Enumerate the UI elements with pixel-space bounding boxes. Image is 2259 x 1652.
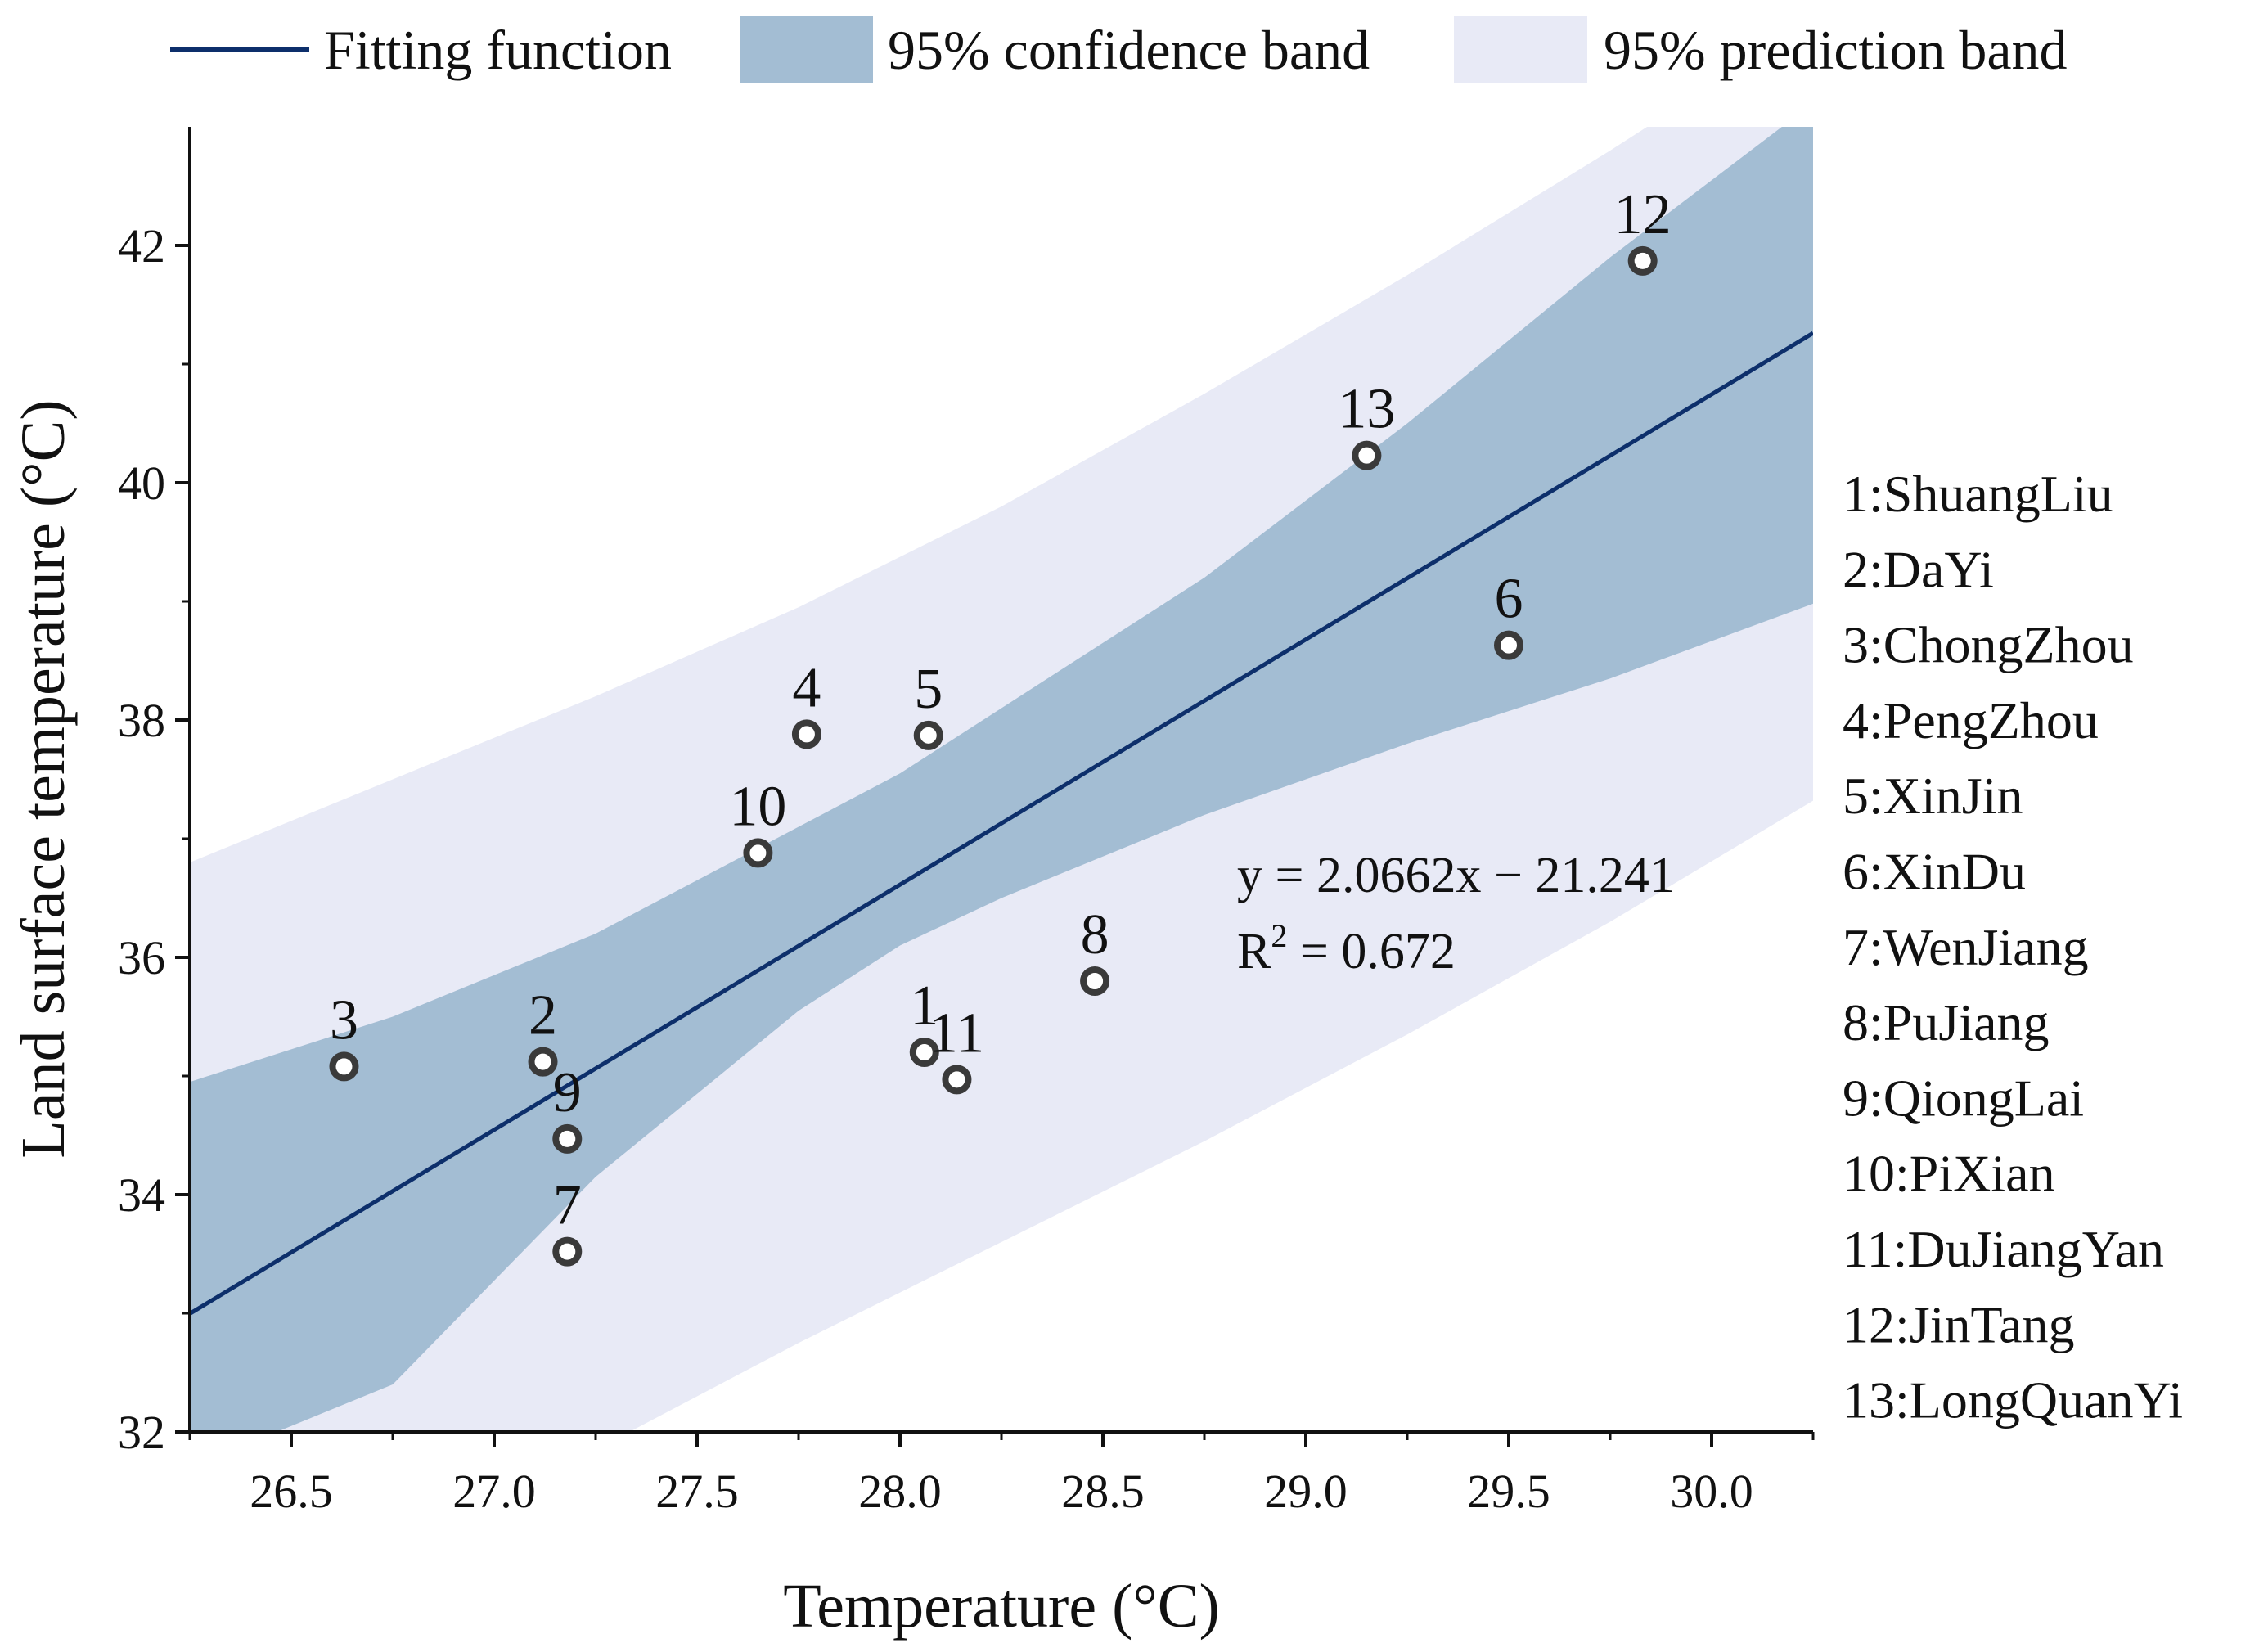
x-tick-label: 27.5 [655,1465,739,1518]
x-tick-label: 28.0 [858,1465,942,1518]
equation-text: y = 2.0662x − 21.241 [1237,848,1675,903]
r-squared-superscript: 2 [1271,917,1287,954]
y-tick-label: 40 [118,457,165,510]
site-list: 1:ShuangLiu 2:DaYi 3:ChongZhou 4:PengZhou 5:… [1843,465,2183,1429]
site-item: 9:QiongLai [1843,1069,2084,1127]
site-item: 8:PuJiang [1843,993,2049,1051]
y-tick-label: 36 [118,931,165,984]
legend-prediction-label: 95% prediction band [1604,19,2068,81]
data-point [329,1051,359,1082]
point-label: 11 [929,1002,984,1065]
site-item: 12:JinTang [1843,1295,2075,1353]
x-tick-label: 27.0 [452,1465,536,1518]
y-tick-label: 42 [118,219,165,272]
site-item: 10:PiXian [1843,1145,2055,1203]
point-label: 1 [910,975,938,1038]
legend-confidence-label: 95% confidence band [888,19,1370,81]
site-item: 1:ShuangLiu [1843,465,2113,523]
site-item: 5:XinJin [1843,767,2023,825]
x-tick-label: 28.5 [1061,1465,1145,1518]
y-ticks: 32 34 36 38 40 42 [118,219,190,1459]
y-tick-label: 32 [118,1406,165,1459]
data-point [743,838,773,868]
x-tick-label: 30.0 [1670,1465,1753,1518]
x-tick-label: 29.5 [1467,1465,1550,1518]
legend-prediction-swatch [1454,16,1587,83]
data-point [942,1065,972,1095]
fit-line [190,331,1813,1316]
site-item: 2:DaYi [1843,540,1994,598]
fit-equation: y = 2.0662x − 21.241 R2 = 0.672 [1237,848,1675,979]
data-point [791,719,821,749]
plot-area [190,127,1813,1432]
site-item: 13:LongQuanYi [1843,1371,2183,1429]
confidence-band [190,127,1813,1432]
data-point [552,1123,583,1154]
point-label: 5 [914,658,943,721]
x-axis-title: Temperature (°C) [783,1572,1220,1641]
r-squared-value: = 0.672 [1287,924,1455,979]
point-label: 9 [553,1061,582,1124]
data-point [1352,440,1382,470]
x-tick-label: 26.5 [250,1465,333,1518]
legend: Fitting function 95% confidence band 95%… [170,16,2068,83]
data-point [1080,966,1110,996]
point-label: 8 [1081,903,1109,966]
y-tick-label: 34 [118,1168,165,1222]
y-tick-label: 38 [118,694,165,747]
point-label: 12 [1614,183,1672,246]
point-label: 3 [330,988,358,1051]
site-item: 11:DuJiangYan [1843,1220,2164,1278]
data-point [913,720,943,750]
point-label: 13 [1338,378,1395,441]
data-point [1494,630,1523,660]
data-point [1627,245,1658,276]
point-label: 6 [1495,568,1523,631]
site-item: 4:PengZhou [1843,691,2099,749]
data-point [552,1236,583,1267]
x-ticks: 26.5 27.0 27.5 28.0 28.5 29.0 29.5 30.0 [188,1432,1815,1518]
point-label: 4 [792,656,821,719]
axes: 26.5 27.0 27.5 28.0 28.5 29.0 29.5 30.0 3234363… [118,127,1815,1518]
point-label: 7 [553,1174,582,1237]
point-label: 10 [729,775,786,838]
legend-confidence-swatch [740,16,873,83]
r-squared-symbol: R [1237,924,1271,979]
site-item: 3:ChongZhou [1843,616,2134,674]
point-label: 2 [529,984,557,1047]
x-tick-label: 29.0 [1264,1465,1348,1518]
site-item: 7:WenJiang [1843,918,2089,976]
data-point [528,1047,558,1077]
y-axis-title: Land surface temperature (°C) [9,399,78,1158]
data-point [909,1038,939,1067]
r-squared-text: R2 = 0.672 [1237,917,1456,979]
site-item: 6:XinDu [1843,843,2026,901]
legend-fit-label: Fitting function [324,19,672,81]
